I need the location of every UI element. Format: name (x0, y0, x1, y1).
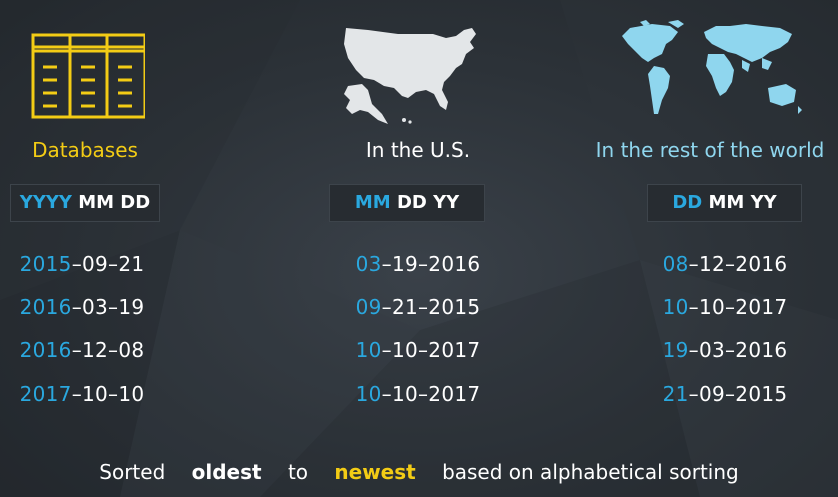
date-row: 10–10–2017 (318, 338, 518, 362)
date-row: 10–10–2017 (318, 382, 518, 406)
date-row: 09–21–2015 (318, 295, 518, 319)
format-highlight: MM (354, 192, 391, 213)
date-row: 03–19–2016 (318, 252, 518, 276)
footer-newest: newest (334, 460, 416, 484)
date-row: 2015–09–21 (0, 252, 164, 276)
date-row: 2017–10–10 (0, 382, 164, 406)
date-rest: –09–2015 (688, 382, 788, 406)
column-title-databases: Databases (32, 138, 138, 162)
format-box-us: MM DD YY (329, 184, 485, 222)
date-rest: –12–08 (71, 338, 145, 362)
format-rest: MM YY (702, 192, 777, 213)
us-map-icon (344, 28, 476, 124)
column-title-us: In the U.S. (365, 138, 471, 162)
format-box-databases: YYYY MM DD (10, 184, 160, 222)
date-row: 19–03–2016 (625, 338, 825, 362)
date-rest: –10–2017 (688, 295, 788, 319)
date-highlight: 10 (355, 338, 382, 362)
date-highlight: 09 (355, 295, 382, 319)
date-highlight: 21 (662, 382, 689, 406)
footer-prefix: Sorted (99, 460, 166, 484)
date-highlight: 10 (662, 295, 689, 319)
date-row: 2016–12–08 (0, 338, 164, 362)
date-rest: –10–2017 (381, 338, 481, 362)
format-highlight: DD (672, 192, 703, 213)
world-map-icon (622, 20, 802, 114)
date-highlight: 03 (355, 252, 382, 276)
footer-to: to (287, 460, 309, 484)
date-row: 10–10–2017 (625, 295, 825, 319)
date-row: 2016–03–19 (0, 295, 164, 319)
database-table-icon (31, 33, 145, 119)
format-highlight: YYYY (19, 192, 72, 213)
date-rest: –19–2016 (381, 252, 481, 276)
date-rest: –12–2016 (688, 252, 788, 276)
footer-suffix: based on alphabetical sorting (442, 460, 739, 484)
date-rest: –10–2017 (381, 382, 481, 406)
date-row: 08–12–2016 (625, 252, 825, 276)
footer-caption: Sorted oldest to newest based on alphabe… (0, 460, 838, 484)
format-box-world: DD MM YY (647, 184, 802, 222)
date-rest: –21–2015 (381, 295, 481, 319)
date-highlight: 19 (662, 338, 689, 362)
date-highlight: 2016 (19, 338, 72, 362)
format-rest: MM DD (71, 192, 151, 213)
date-highlight: 2016 (19, 295, 72, 319)
date-row: 21–09–2015 (625, 382, 825, 406)
date-highlight: 2017 (19, 382, 72, 406)
date-rest: –10–10 (71, 382, 145, 406)
date-highlight: 08 (662, 252, 689, 276)
date-rest: –09–21 (71, 252, 145, 276)
column-title-world: In the rest of the world (595, 138, 825, 162)
footer-oldest: oldest (191, 460, 262, 484)
date-rest: –03–2016 (688, 338, 788, 362)
date-highlight: 10 (355, 382, 382, 406)
format-rest: DD YY (390, 192, 460, 213)
date-rest: –03–19 (71, 295, 145, 319)
date-highlight: 2015 (19, 252, 72, 276)
